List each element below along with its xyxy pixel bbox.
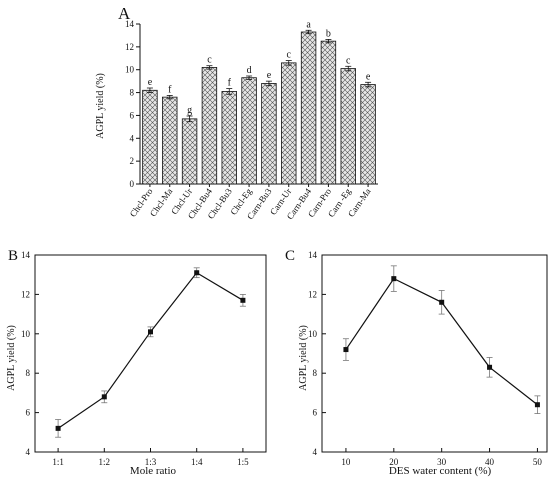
significance-letter: g (187, 105, 192, 116)
significance-letter: c (287, 50, 292, 61)
y-tick-label: 4 (130, 133, 135, 143)
x-tick-label: 1:1 (52, 457, 64, 467)
data-point (194, 270, 200, 276)
y-tick-label: 0 (130, 179, 135, 189)
bar (162, 96, 178, 185)
x-tick-label: 20 (389, 457, 399, 467)
data-point (391, 276, 397, 282)
y-tick-label: 4 (313, 447, 318, 457)
x-tick-label: 30 (437, 457, 447, 467)
significance-letter: d (247, 65, 252, 76)
plot-frame (34, 254, 267, 453)
y-tick-label: 6 (26, 408, 31, 418)
panel-a-plot: 02468101214eChcl-ProfChcl-MagChcl-UrcChc… (125, 19, 378, 221)
y-tick-label: 6 (313, 408, 318, 418)
bar (241, 77, 257, 185)
y-tick-label: 4 (26, 447, 31, 457)
significance-letter: b (326, 28, 331, 39)
x-tick-label: 1:4 (191, 457, 203, 467)
panel-a-letter: A (118, 4, 131, 23)
significance-letter: c (207, 55, 212, 66)
x-tick-label: 1:5 (237, 457, 249, 467)
panel-c-x-axis-title: DES water content (%) (389, 465, 492, 477)
x-tick-label: 40 (485, 457, 495, 467)
bar (340, 68, 356, 185)
line-chart-panel-b: B AGPL yield (%) Mole ratio 4 6 8 10 12 14 1:1… (6, 248, 267, 477)
bar (281, 62, 297, 185)
y-tick-label: 10 (125, 65, 135, 75)
panel-b-plot: 4 6 8 10 12 14 1:1 1:2 1:3 1:4 1:5 (21, 250, 267, 467)
y-tick-label: 2 (130, 156, 135, 166)
bar (320, 40, 337, 185)
significance-letter: f (228, 78, 232, 89)
bar-chart-panel-a: A AGPL yield (%) 02468101214eChcl-ProfCh… (95, 4, 378, 221)
x-tick-label: 1:3 (145, 457, 157, 467)
bar (261, 83, 277, 185)
y-tick-label: 10 (21, 329, 31, 339)
y-tick-label: 14 (308, 250, 318, 260)
significance-letter: a (306, 19, 311, 30)
data-point (148, 329, 153, 335)
panel-c-y-axis-title: AGPL yield (%) (298, 325, 309, 391)
panel-c-plot: 4 6 8 10 12 14 10 20 30 40 50 (308, 250, 548, 467)
significance-letter: f (168, 84, 172, 95)
panel-c-letter: C (285, 248, 295, 264)
data-point (534, 402, 540, 408)
panel-a-y-axis-title: AGPL yield (%) (95, 73, 106, 139)
plot-frame (321, 254, 548, 453)
panel-b-x-axis-title: Mole ratio (130, 465, 177, 477)
bar (181, 118, 198, 185)
panel-b-y-axis-title: AGPL yield (%) (6, 325, 17, 391)
bar (360, 84, 376, 185)
data-point (101, 394, 107, 400)
x-tick-label: 1:2 (99, 457, 111, 467)
bar (221, 91, 237, 185)
significance-letter: e (267, 70, 272, 81)
data-point (439, 299, 445, 305)
y-tick-label: 12 (308, 289, 317, 299)
significance-letter: e (366, 71, 371, 82)
significance-letter: c (346, 55, 351, 66)
y-tick-label: 10 (308, 329, 318, 339)
x-tick-label: 50 (533, 457, 543, 467)
data-point (240, 297, 246, 303)
line-chart-panel-c: C AGPL yield (%) DES water content (%) 4… (285, 248, 548, 477)
y-tick-label: 12 (125, 42, 134, 52)
data-point (487, 364, 493, 370)
series-line (57, 271, 244, 429)
panel-b-letter: B (8, 248, 18, 264)
bar (300, 31, 317, 185)
y-tick-label: 12 (21, 289, 30, 299)
x-tick-label: 10 (341, 457, 351, 467)
y-tick-label: 8 (130, 88, 135, 98)
bar (142, 89, 158, 185)
y-tick-label: 14 (125, 19, 135, 29)
data-point (343, 347, 349, 353)
bar (201, 67, 218, 185)
y-tick-label: 14 (21, 250, 31, 260)
y-tick-label: 8 (26, 368, 31, 378)
y-tick-label: 6 (130, 110, 135, 120)
y-tick-label: 8 (313, 368, 318, 378)
significance-letter: e (148, 77, 153, 88)
data-point (55, 425, 61, 431)
